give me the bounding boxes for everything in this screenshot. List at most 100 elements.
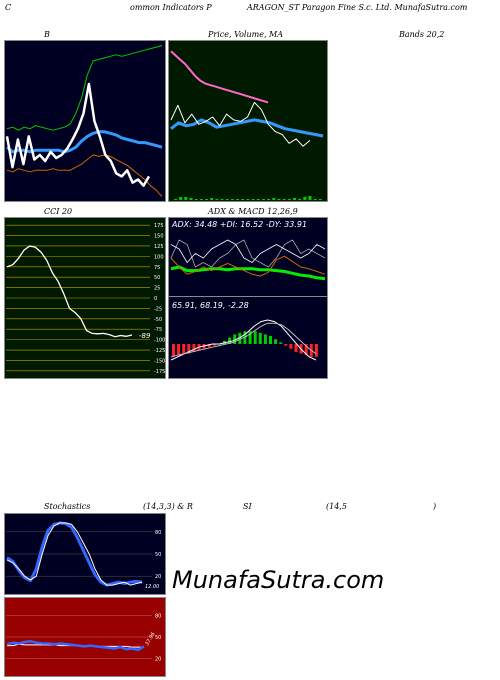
volume-bar xyxy=(303,197,307,200)
volume-bar xyxy=(236,199,240,200)
header-mid1: ommon Indicators P xyxy=(130,3,212,12)
volume-bar xyxy=(282,199,286,200)
volume-bar xyxy=(277,199,281,200)
bb-lower-line xyxy=(6,154,163,197)
cci-tick-label: 175 xyxy=(154,223,164,229)
watermark: MunafaSutra.com xyxy=(172,566,385,594)
volume-bar xyxy=(293,198,296,200)
macd-histogram-bar xyxy=(279,342,283,344)
header-mid2: ARAGON_ST Paragon Fine S.c. Ltd. MunafaS… xyxy=(247,3,468,12)
macd-histogram-bar xyxy=(207,344,211,348)
volume-bar xyxy=(251,199,255,200)
cci-tick-label: 0 xyxy=(154,296,157,302)
volume-bar xyxy=(184,197,188,200)
macd-histogram-bar xyxy=(294,344,298,352)
rsi-tick-label: 80 xyxy=(155,613,161,619)
pv-ma-blue-line xyxy=(170,118,324,138)
volume-bar xyxy=(241,199,245,200)
stoch-title-3: SI xyxy=(243,502,252,511)
price-volume-panel xyxy=(168,40,328,202)
bb-price-line xyxy=(5,82,151,187)
macd-histogram-bar xyxy=(274,339,278,344)
macd-histogram-bar xyxy=(238,332,242,344)
pv-ma-line xyxy=(170,50,269,104)
volume-bar xyxy=(318,199,322,200)
volume-bar xyxy=(313,199,317,200)
adx-di-minus-line xyxy=(170,239,326,263)
bands-title: Bands 20,2 xyxy=(399,30,445,39)
volume-bar xyxy=(220,199,224,200)
volume-bar xyxy=(194,199,198,200)
macd-histogram-bar xyxy=(228,337,232,344)
cci-tick-label: -125 xyxy=(154,348,165,354)
volume-bar xyxy=(308,196,312,200)
volume-bar xyxy=(215,199,219,200)
adx-title: ADX & MACD 12,26,9 xyxy=(208,207,298,216)
macd-histogram-bar xyxy=(269,336,272,344)
volume-bar xyxy=(174,199,177,200)
cci-tick-label: -175 xyxy=(154,369,165,375)
macd-histogram-bar xyxy=(314,344,318,357)
volume-bar xyxy=(246,199,250,200)
macd-histogram-bar xyxy=(248,331,252,344)
volume-bar xyxy=(287,199,291,200)
macd-histogram-bar xyxy=(253,331,257,344)
volume-bar xyxy=(272,198,276,200)
stoch-tick-label: 50 xyxy=(155,552,161,558)
macd-signal-line xyxy=(170,322,317,358)
stoch-last-label: 12.00 xyxy=(145,584,159,590)
stoch-tick-label: 80 xyxy=(155,530,161,536)
stoch-title-4: (14,5 xyxy=(326,502,347,511)
cci-panel: 175 150 125 100 75 50 25 0 -25 -50 -75 -100 -125 -150… xyxy=(4,217,166,379)
stoch-tick-label: 20 xyxy=(155,574,161,580)
cci-title: CCI 20 xyxy=(44,207,73,216)
rsi-line xyxy=(6,640,145,652)
cci-tick-label: 125 xyxy=(154,244,164,250)
macd-histogram-bar xyxy=(304,344,308,356)
cci-tick-label: -150 xyxy=(154,358,165,364)
volume-bar xyxy=(267,199,271,200)
macd-histogram-bar xyxy=(182,344,186,354)
adx-panel: ADX: 34.48 +DI: 16.52 -DY: 33.91 xyxy=(168,217,328,297)
volume-bar xyxy=(205,199,208,200)
macd-histogram-bar xyxy=(284,344,288,346)
macd-histogram-bar xyxy=(258,332,262,344)
cci-tick-label: 100 xyxy=(154,254,164,260)
cci-last-label: -89 xyxy=(139,332,151,340)
macd-histogram-bar xyxy=(289,344,293,349)
header-left: C xyxy=(5,3,12,12)
macd-histogram-bar xyxy=(212,344,216,346)
adx-di-plus-line xyxy=(170,239,326,268)
bollinger-panel xyxy=(4,40,166,202)
cci-tick-label: -50 xyxy=(154,317,162,323)
cci-tick-label: 75 xyxy=(154,265,160,271)
volume-bar xyxy=(179,197,183,200)
volume-bar xyxy=(261,199,265,200)
stoch-k-line xyxy=(6,522,143,586)
bb-title: B xyxy=(44,30,50,39)
macd-histogram-bar xyxy=(263,334,267,344)
macd-histogram-bar xyxy=(192,344,196,352)
cci-tick-label: -25 xyxy=(154,306,162,312)
rsi-tick-label: 20 xyxy=(155,657,161,663)
volume-bar xyxy=(256,199,260,200)
volume-bar xyxy=(210,198,214,200)
stoch-title-5: ) xyxy=(433,502,437,511)
adx-readout: ADX: 34.48 +DI: 16.52 -DY: 33.91 xyxy=(171,220,307,229)
bb-upper-line xyxy=(6,45,163,131)
macd-histogram-bar xyxy=(177,344,181,356)
macd-panel: 65.91, 68.19, -2.28 xyxy=(168,296,328,379)
macd-histogram-bar xyxy=(233,334,237,344)
volume-bar xyxy=(199,199,203,200)
volume-bar xyxy=(189,198,193,200)
macd-histogram-bar xyxy=(243,331,247,344)
volume-bar xyxy=(230,199,234,200)
stochastics-panel: 80 50 20 12.00 xyxy=(4,513,166,595)
volume-bar xyxy=(225,199,229,200)
cci-tick-label: 150 xyxy=(154,234,164,240)
rsi-tick-label: 50 xyxy=(155,635,161,641)
adx-dy-line xyxy=(170,255,326,277)
price-title: Price, Volume, MA xyxy=(208,30,284,39)
macd-readout: 65.91, 68.19, -2.28 xyxy=(172,301,249,310)
stoch-d-line xyxy=(6,521,143,587)
